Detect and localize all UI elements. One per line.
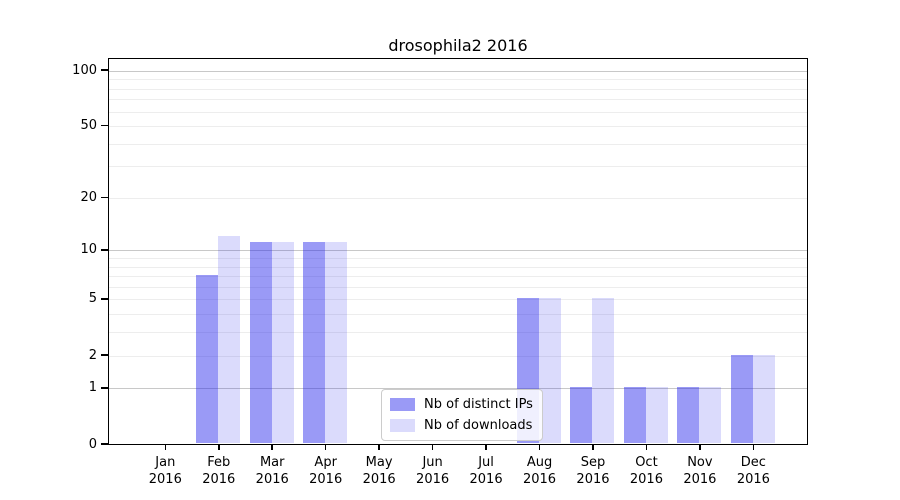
legend: Nb of distinct IPs Nb of downloads bbox=[381, 389, 543, 441]
gridline-3 bbox=[109, 332, 807, 334]
legend-label-distinct-ips: Nb of distinct IPs bbox=[424, 397, 533, 412]
y-tick-mark-50 bbox=[101, 124, 108, 127]
chart-title: drosophila2 2016 bbox=[388, 36, 528, 55]
x-tick-mark-mar bbox=[271, 444, 273, 450]
gridline-2 bbox=[109, 355, 807, 357]
bar-feb-downloads bbox=[218, 235, 241, 444]
gridline-1 bbox=[109, 388, 807, 390]
y-tick-label-20: 20 bbox=[80, 189, 97, 205]
y-tick-mark-20 bbox=[101, 196, 108, 199]
y-tick-label-1: 1 bbox=[88, 380, 97, 396]
y-tick-mark-1 bbox=[101, 387, 108, 389]
gridline-20 bbox=[109, 197, 807, 199]
x-tick-mark-oct bbox=[645, 444, 648, 450]
x-tick-label-may: May 2016 bbox=[362, 455, 396, 487]
x-tick-label-aug: Aug 2016 bbox=[522, 455, 557, 487]
x-tick-label-feb: Feb 2016 bbox=[202, 455, 236, 487]
legend-row-downloads: Nb of downloads bbox=[390, 418, 534, 433]
x-tick-label-nov: Nov 2016 bbox=[683, 455, 717, 487]
bar-dec-distinct-ips bbox=[730, 354, 753, 444]
y-tick-mark-5 bbox=[101, 298, 108, 300]
x-tick-mark-jul bbox=[485, 444, 487, 450]
x-tick-mark-may bbox=[378, 444, 380, 450]
bar-dec-downloads bbox=[752, 354, 775, 444]
x-tick-label-jul: Jul 2016 bbox=[469, 455, 503, 487]
x-tick-mark-jun bbox=[431, 444, 434, 450]
x-tick-label-jun: Jun 2016 bbox=[416, 455, 450, 487]
bar-apr-distinct-ips bbox=[303, 242, 326, 444]
gridline-5 bbox=[109, 299, 807, 301]
y-tick-mark-2 bbox=[101, 354, 108, 356]
x-tick-label-jan: Jan 2016 bbox=[148, 455, 182, 487]
bar-nov-distinct-ips bbox=[677, 387, 700, 444]
gridline-6 bbox=[109, 286, 807, 288]
bar-oct-distinct-ips bbox=[623, 387, 646, 444]
gridline-10 bbox=[109, 250, 807, 252]
x-tick-label-dec: Dec 2016 bbox=[736, 455, 770, 487]
y-tick-mark-0 bbox=[101, 443, 108, 445]
gridline-40 bbox=[109, 143, 807, 145]
bar-oct-downloads bbox=[645, 387, 668, 444]
y-tick-label-100: 100 bbox=[72, 62, 97, 78]
gridline-8 bbox=[109, 266, 807, 268]
x-tick-mark-dec bbox=[752, 444, 755, 450]
gridline-9 bbox=[109, 258, 807, 259]
plot-area bbox=[108, 58, 808, 445]
y-tick-label-2: 2 bbox=[88, 347, 97, 363]
bar-mar-downloads bbox=[271, 242, 294, 444]
gridline-70 bbox=[109, 99, 807, 101]
y-tick-label-0: 0 bbox=[88, 436, 97, 452]
bar-apr-downloads bbox=[325, 242, 348, 444]
x-tick-label-apr: Apr 2016 bbox=[309, 455, 343, 487]
y-tick-label-50: 50 bbox=[80, 118, 97, 134]
gridline-30 bbox=[109, 166, 807, 168]
gridline-50 bbox=[109, 126, 807, 128]
bar-sep-downloads bbox=[592, 298, 615, 444]
y-tick-label-10: 10 bbox=[80, 242, 97, 258]
x-tick-mark-apr bbox=[324, 444, 327, 450]
x-tick-mark-nov bbox=[699, 444, 701, 450]
legend-label-downloads: Nb of downloads bbox=[424, 418, 533, 433]
legend-swatch-downloads bbox=[390, 419, 415, 432]
gridline-100 bbox=[109, 70, 807, 72]
x-tick-mark-feb bbox=[218, 444, 220, 450]
y-tick-mark-10 bbox=[101, 249, 108, 251]
x-tick-mark-aug bbox=[538, 444, 541, 450]
gridline-80 bbox=[109, 88, 807, 90]
x-tick-label-sep: Sep 2016 bbox=[576, 455, 610, 487]
y-tick-mark-100 bbox=[101, 69, 108, 71]
gridline-4 bbox=[109, 314, 807, 316]
legend-row-distinct-ips: Nb of distinct IPs bbox=[390, 397, 534, 412]
gridline-60 bbox=[109, 111, 807, 113]
bar-aug-downloads bbox=[539, 298, 562, 444]
x-tick-label-oct: Oct 2016 bbox=[629, 455, 663, 487]
gridline-7 bbox=[109, 276, 807, 278]
bar-feb-distinct-ips bbox=[196, 275, 219, 444]
x-tick-label-mar: Mar 2016 bbox=[255, 455, 289, 487]
bar-sep-distinct-ips bbox=[570, 387, 593, 444]
bar-nov-downloads bbox=[699, 387, 722, 444]
y-tick-label-5: 5 bbox=[88, 291, 97, 307]
x-tick-mark-sep bbox=[592, 444, 594, 450]
legend-swatch-distinct-ips bbox=[390, 398, 415, 411]
x-tick-mark-jan bbox=[164, 444, 167, 450]
bar-mar-distinct-ips bbox=[249, 242, 272, 444]
gridline-90 bbox=[109, 79, 807, 81]
